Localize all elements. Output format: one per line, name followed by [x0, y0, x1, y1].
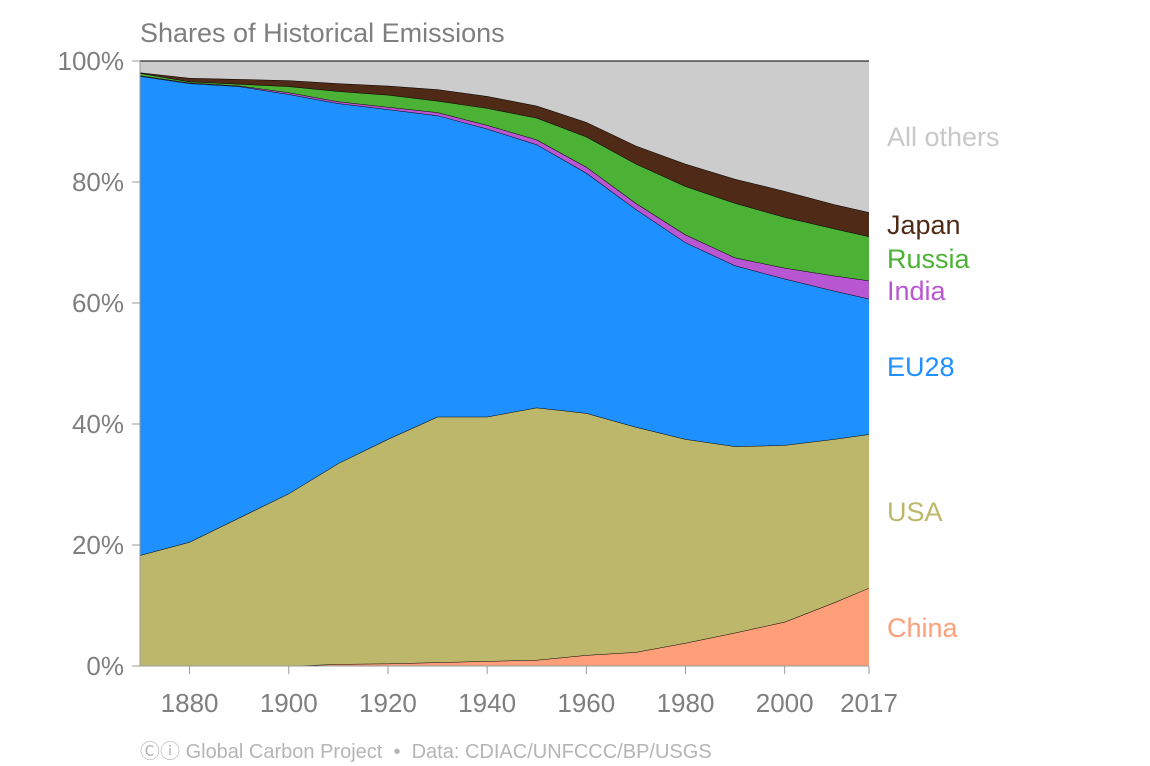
area-usa: [140, 407, 869, 666]
y-tick-label: 0%: [86, 651, 124, 681]
footer-separator: •: [393, 741, 401, 763]
footer: Ⓒⓘ Global Carbon Project • Data: CDIAC/U…: [140, 735, 712, 764]
area-all-others: [140, 61, 869, 213]
x-tick-label: 2017: [840, 688, 898, 718]
y-tick-label: 100%: [58, 46, 125, 76]
y-tick-label: 40%: [72, 409, 124, 439]
series-label-japan: Japan: [887, 210, 961, 240]
series-label-all-others: All others: [887, 122, 1000, 152]
area-russia: [140, 73, 869, 281]
chart-title: Shares of Historical Emissions: [140, 18, 505, 48]
y-tick-label: 60%: [72, 288, 124, 318]
footer-credit: Global Carbon Project: [185, 741, 383, 763]
creative-commons-icon: Ⓒⓘ: [140, 741, 180, 763]
area-india: [140, 75, 869, 299]
x-tick-label: 1940: [458, 688, 516, 718]
series-label-russia: Russia: [887, 244, 970, 274]
footer-source: Data: CDIAC/UNFCCC/BP/USGS: [411, 741, 712, 763]
x-tick-label: 1900: [260, 688, 318, 718]
x-tick-label: 1960: [557, 688, 615, 718]
y-tick-label: 80%: [72, 167, 124, 197]
x-tick-label: 1880: [161, 688, 219, 718]
x-tick-label: 1980: [657, 688, 715, 718]
area-japan: [140, 72, 869, 237]
x-tick-label: 2000: [756, 688, 814, 718]
series-label-eu28: EU28: [887, 352, 955, 382]
series-label-usa: USA: [887, 497, 943, 527]
x-tick-label: 1920: [359, 688, 417, 718]
y-tick-label: 20%: [72, 530, 124, 560]
series-label-china: China: [887, 613, 958, 643]
series-label-india: India: [887, 276, 946, 306]
area-eu28: [140, 76, 869, 556]
area-china: [140, 587, 869, 666]
